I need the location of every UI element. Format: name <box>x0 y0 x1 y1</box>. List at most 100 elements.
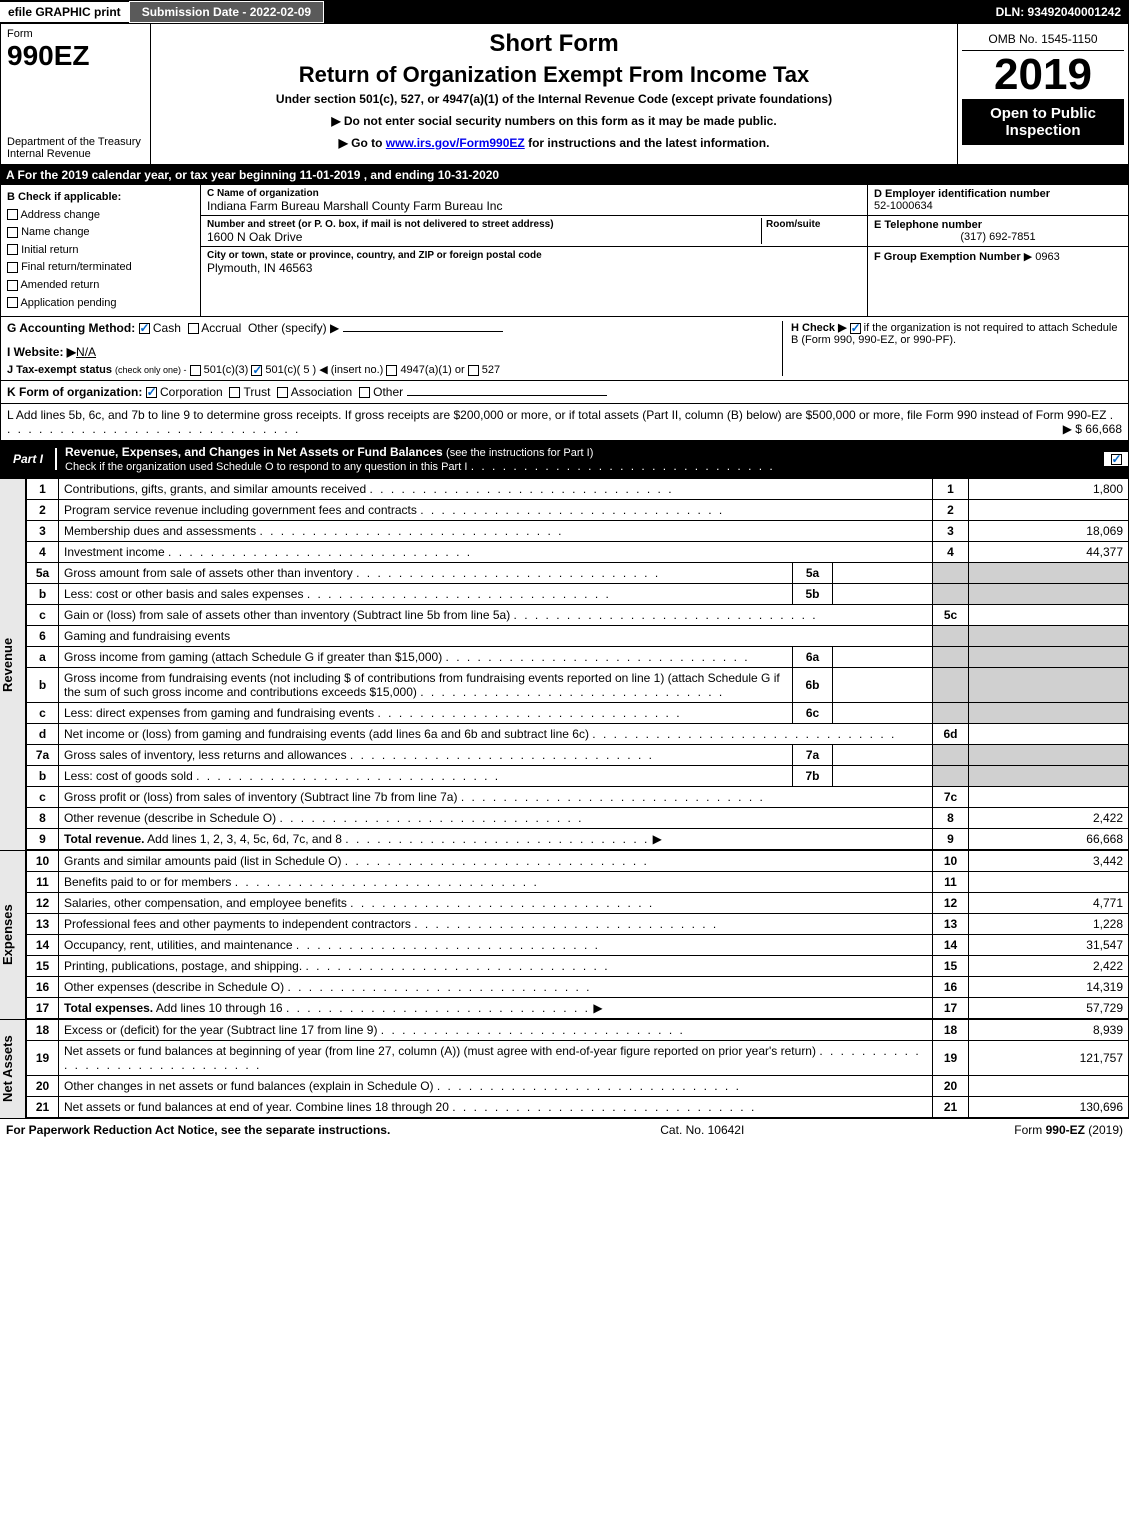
addr-label: Number and street (or P. O. box, if mail… <box>207 219 554 230</box>
right-line-number: 7c <box>933 787 969 808</box>
k-assoc: Association <box>291 385 352 399</box>
table-row: dNet income or (loss) from gaming and fu… <box>27 724 1129 745</box>
line-amount: 2,422 <box>969 956 1129 977</box>
header-center: Short Form Return of Organization Exempt… <box>151 24 958 164</box>
chk-application-pending[interactable]: Application pending <box>7 295 194 313</box>
footer-right: Form 990-EZ (2019) <box>1014 1123 1123 1137</box>
i-website: I Website: ▶N/A <box>7 345 782 359</box>
chk-schedule-b[interactable] <box>850 323 861 334</box>
efile-print-label[interactable]: efile GRAPHIC print <box>0 2 129 22</box>
line-number: 7a <box>27 745 59 766</box>
shaded-cell <box>933 563 969 584</box>
line-number: 11 <box>27 872 59 893</box>
d-label: D Employer identification number <box>874 188 1050 200</box>
right-line-number: 20 <box>933 1076 969 1097</box>
k-row: K Form of organization: Corporation Trus… <box>0 381 1129 404</box>
right-line-number: 4 <box>933 542 969 563</box>
line-desc: Professional fees and other payments to … <box>59 914 933 935</box>
shaded-cell <box>969 584 1129 605</box>
chk-corporation[interactable] <box>146 387 157 398</box>
chk-address-change[interactable]: Address change <box>7 207 194 225</box>
line-amount: 31,547 <box>969 935 1129 956</box>
submission-date-label: Submission Date - 2022-02-09 <box>129 1 324 23</box>
shaded-cell <box>969 668 1129 703</box>
address-row: Number and street (or P. O. box, if mail… <box>201 216 867 247</box>
table-row: 15Printing, publications, postage, and s… <box>27 956 1129 977</box>
table-row: 12Salaries, other compensation, and empl… <box>27 893 1129 914</box>
line-amount: 3,442 <box>969 851 1129 872</box>
chk-4947[interactable] <box>386 365 397 376</box>
top-bar: efile GRAPHIC print Submission Date - 20… <box>0 0 1129 24</box>
chk-accrual[interactable] <box>188 323 199 334</box>
table-row: 6Gaming and fundraising events <box>27 626 1129 647</box>
line-number: b <box>27 766 59 787</box>
line-desc: Gain or (loss) from sale of assets other… <box>59 605 933 626</box>
table-row: 1Contributions, gifts, grants, and simil… <box>27 479 1129 500</box>
line-number: c <box>27 605 59 626</box>
table-row: aGross income from gaming (attach Schedu… <box>27 647 1129 668</box>
form-label: Form <box>7 28 144 40</box>
line-desc: Contributions, gifts, grants, and simila… <box>59 479 933 500</box>
line-desc: Total expenses. Add lines 10 through 16 … <box>59 998 933 1019</box>
expenses-section: Expenses 10Grants and similar amounts pa… <box>0 850 1129 1019</box>
right-line-number: 11 <box>933 872 969 893</box>
dept-treasury: Department of the Treasury <box>7 136 141 148</box>
sub-line-value <box>833 668 933 703</box>
chk-501c[interactable] <box>251 365 262 376</box>
j-sub: (check only one) - <box>115 365 187 375</box>
chk-cash[interactable] <box>139 323 150 334</box>
line-amount: 1,800 <box>969 479 1129 500</box>
chk-other-org[interactable] <box>359 387 370 398</box>
table-row: cGross profit or (loss) from sales of in… <box>27 787 1129 808</box>
chk-final-return[interactable]: Final return/terminated <box>7 259 194 277</box>
table-row: 21Net assets or fund balances at end of … <box>27 1097 1129 1118</box>
line-number: 5a <box>27 563 59 584</box>
chk-trust[interactable] <box>229 387 240 398</box>
right-line-number: 2 <box>933 500 969 521</box>
right-line-number: 17 <box>933 998 969 1019</box>
netassets-table: 18Excess or (deficit) for the year (Subt… <box>26 1019 1129 1118</box>
chk-amended-return[interactable]: Amended return <box>7 277 194 295</box>
irs-link[interactable]: www.irs.gov/Form990EZ <box>386 136 525 150</box>
chk-initial-return[interactable]: Initial return <box>7 242 194 260</box>
line-amount <box>969 724 1129 745</box>
omb-number: OMB No. 1545-1150 <box>962 28 1124 51</box>
chk-schedule-o[interactable] <box>1111 454 1122 465</box>
line-amount: 130,696 <box>969 1097 1129 1118</box>
shaded-cell <box>969 745 1129 766</box>
line-desc: Occupancy, rent, utilities, and maintena… <box>59 935 933 956</box>
right-line-number: 19 <box>933 1041 969 1076</box>
street-address: 1600 N Oak Drive <box>207 230 302 244</box>
table-row: 17Total expenses. Add lines 10 through 1… <box>27 998 1129 1019</box>
table-row: 13Professional fees and other payments t… <box>27 914 1129 935</box>
table-row: 14Occupancy, rent, utilities, and mainte… <box>27 935 1129 956</box>
b-checkboxes: B Check if applicable: Address change Na… <box>1 185 201 316</box>
ein-value: 52-1000634 <box>874 200 933 212</box>
chk-name-change[interactable]: Name change <box>7 224 194 242</box>
sub-line-number: 7b <box>793 766 833 787</box>
revenue-table: 1Contributions, gifts, grants, and simil… <box>26 478 1129 850</box>
sub-line-value <box>833 563 933 584</box>
g-accrual: Accrual <box>201 321 241 335</box>
g-other: Other (specify) ▶ <box>248 321 339 335</box>
shaded-cell <box>933 647 969 668</box>
g-label: G Accounting Method: <box>7 321 135 335</box>
table-row: 20Other changes in net assets or fund ba… <box>27 1076 1129 1097</box>
table-row: bLess: cost or other basis and sales exp… <box>27 584 1129 605</box>
line-amount <box>969 787 1129 808</box>
chk-association[interactable] <box>277 387 288 398</box>
l-amount: ▶ $ 66,668 <box>1063 422 1122 436</box>
chk-501c3[interactable] <box>190 365 201 376</box>
dln-label: DLN: 93492040001242 <box>988 2 1129 22</box>
line-number: d <box>27 724 59 745</box>
chk-527[interactable] <box>468 365 479 376</box>
sub-line-value <box>833 703 933 724</box>
g-cash: Cash <box>153 321 181 335</box>
line-amount: 14,319 <box>969 977 1129 998</box>
line-desc: Benefits paid to or for members <box>59 872 933 893</box>
line-number: 12 <box>27 893 59 914</box>
line-desc: Less: cost of goods sold <box>59 766 793 787</box>
c-label: C Name of organization <box>207 188 319 199</box>
line-desc: Grants and similar amounts paid (list in… <box>59 851 933 872</box>
line-number: 2 <box>27 500 59 521</box>
